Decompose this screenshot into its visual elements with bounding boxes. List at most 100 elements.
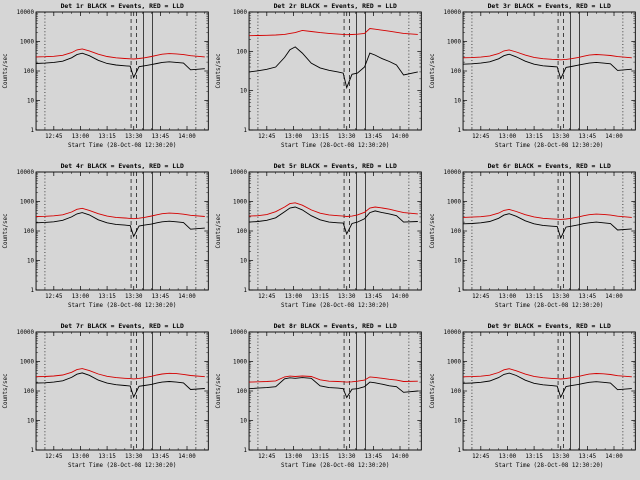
- x-tick-label: 13:30: [552, 134, 570, 140]
- x-tick-label: 13:00: [285, 454, 303, 460]
- series-lld: [462, 49, 632, 61]
- x-tick-label: 14:00: [605, 134, 623, 140]
- y-tick-label: 1: [457, 128, 461, 134]
- plot-panel-det-7r: 1 10 100 1000 10000 12:45 13:00 13:15 13:30 13:45…: [0, 320, 213, 480]
- x-tick-label: 13:30: [338, 454, 356, 460]
- plot-frame: [462, 11, 636, 131]
- y-tick-label: 100: [24, 389, 35, 395]
- x-tick-label: 14:00: [605, 454, 623, 460]
- y-tick-label: 1000: [20, 40, 34, 46]
- x-tick-label: 13:15: [525, 454, 543, 460]
- plot-frame: [35, 171, 209, 291]
- x-tick-label: 12:45: [45, 134, 63, 140]
- y-tick-label: 1: [244, 448, 248, 454]
- x-axis-label: Start Time (28-Oct-08 12:30:20): [281, 303, 389, 309]
- y-tick-label: 10000: [17, 170, 35, 176]
- y-tick-label: 1000: [233, 200, 247, 206]
- panel-title: Det 5r BLACK = Events, RED = LLD: [274, 162, 397, 170]
- plot-frame: [248, 171, 423, 291]
- y-tick-label: 10: [27, 99, 34, 105]
- y-tick-label: 1000: [447, 360, 461, 366]
- panel-title: Det 2r BLACK = Events, RED = LLD: [274, 2, 397, 10]
- y-tick-label: 1000: [20, 200, 34, 206]
- y-axis-label: Counts/sec: [430, 374, 436, 409]
- plot-panel-svg: 1 10 100 1000 10000 12:45 13:00 13:15 13:30 13:45…: [430, 2, 636, 149]
- series-events: [462, 53, 632, 80]
- y-tick-label: 1: [244, 288, 248, 294]
- y-axis-label: Counts/sec: [430, 54, 436, 89]
- y-tick-label: 1: [244, 128, 248, 134]
- y-tick-label: 1: [31, 288, 35, 294]
- y-tick-label: 10: [454, 259, 461, 265]
- x-tick-label: 13:00: [285, 294, 303, 300]
- x-tick-label: 13:45: [152, 134, 170, 140]
- y-tick-label: 1: [31, 128, 35, 134]
- x-tick-label: 13:00: [72, 134, 90, 140]
- x-tick-label: 13:00: [498, 294, 516, 300]
- x-tick-label: 13:00: [498, 454, 516, 460]
- plot-panel-det-9r: 1 10 100 1000 10000 12:45 13:00 13:15 13:30 13:45…: [427, 320, 640, 480]
- x-tick-label: 14:00: [392, 294, 410, 300]
- plot-panel-svg: 1 10 100 1000 10000 12:45 13:00 13:15 13:30 13:45…: [3, 162, 209, 309]
- x-tick-label: 14:00: [178, 134, 196, 140]
- y-tick-label: 10: [240, 419, 247, 425]
- series-lld: [249, 28, 419, 37]
- x-tick-label: 12:45: [472, 134, 490, 140]
- plot-panel-svg: 1 10 100 1000 12:45 13:00 13:15 13:30 13:45 14:00…: [216, 2, 423, 149]
- x-tick-label: 13:30: [338, 294, 356, 300]
- plot-frame: [462, 331, 636, 451]
- y-tick-label: 100: [450, 69, 461, 75]
- x-tick-label: 13:15: [312, 134, 330, 140]
- y-tick-label: 10000: [443, 10, 461, 16]
- y-axis-label: Counts/sec: [430, 214, 436, 249]
- x-tick-label: 13:45: [578, 294, 596, 300]
- y-tick-label: 10: [27, 259, 34, 265]
- plot-panel-svg: 1 10 100 1000 10000 12:45 13:00 13:15 13:30 13:45…: [3, 322, 209, 469]
- plot-frame: [248, 331, 423, 451]
- x-tick-label: 14:00: [392, 454, 410, 460]
- series-lld: [249, 202, 419, 217]
- y-tick-label: 10000: [230, 330, 248, 336]
- x-tick-label: 13:30: [125, 454, 143, 460]
- panel-title: Det 1r BLACK = Events, RED = LLD: [61, 2, 184, 10]
- y-tick-label: 10: [454, 419, 461, 425]
- x-tick-label: 13:15: [312, 454, 330, 460]
- x-tick-label: 13:15: [98, 134, 116, 140]
- plot-panel-det-6r: 1 10 100 1000 10000 12:45 13:00 13:15 13:30 13:45…: [427, 160, 640, 320]
- series-lld: [36, 48, 205, 60]
- x-tick-label: 13:15: [312, 294, 330, 300]
- plot-panel-det-8r: 1 10 100 1000 10000 12:45 13:00 13:15 13:30 13:45…: [213, 320, 426, 480]
- x-axis-label: Start Time (28-Oct-08 12:30:20): [495, 303, 603, 309]
- x-tick-label: 13:00: [72, 294, 90, 300]
- x-tick-label: 14:00: [392, 134, 410, 140]
- plot-frame: [248, 11, 423, 131]
- x-tick-label: 13:45: [578, 454, 596, 460]
- y-tick-label: 1: [457, 288, 461, 294]
- y-tick-label: 1000: [447, 40, 461, 46]
- plot-panel-det-2r: 1 10 100 1000 12:45 13:00 13:15 13:30 13:45 14:00…: [213, 0, 426, 160]
- y-tick-label: 100: [237, 389, 248, 395]
- y-axis-label: Counts/sec: [3, 214, 9, 249]
- y-tick-label: 10000: [17, 10, 35, 16]
- series-lld: [249, 375, 419, 383]
- x-axis-label: Start Time (28-Oct-08 12:30:20): [281, 463, 389, 469]
- series-lld: [36, 368, 205, 380]
- y-tick-label: 10: [454, 99, 461, 105]
- x-axis-label: Start Time (28-Oct-08 12:30:20): [68, 303, 176, 309]
- y-tick-label: 1: [31, 448, 35, 454]
- plot-frame: [462, 171, 636, 291]
- plot-panel-det-1r: 1 10 100 1000 10000 12:45 13:00 13:15 13:30 13:45…: [0, 0, 213, 160]
- x-axis-label: Start Time (28-Oct-08 12:30:20): [495, 143, 603, 149]
- panel-title: Det 8r BLACK = Events, RED = LLD: [274, 322, 397, 330]
- x-tick-label: 13:15: [98, 454, 116, 460]
- x-tick-label: 12:45: [472, 454, 490, 460]
- x-tick-label: 13:00: [498, 134, 516, 140]
- x-axis-label: Start Time (28-Oct-08 12:30:20): [68, 143, 176, 149]
- x-tick-label: 12:45: [45, 454, 63, 460]
- y-tick-label: 100: [237, 49, 248, 55]
- x-tick-label: 13:30: [552, 454, 570, 460]
- y-tick-label: 1: [457, 448, 461, 454]
- x-tick-label: 14:00: [178, 294, 196, 300]
- x-axis-label: Start Time (28-Oct-08 12:30:20): [281, 143, 389, 149]
- plot-panel-svg: 1 10 100 1000 10000 12:45 13:00 13:15 13:30 13:45…: [3, 2, 209, 149]
